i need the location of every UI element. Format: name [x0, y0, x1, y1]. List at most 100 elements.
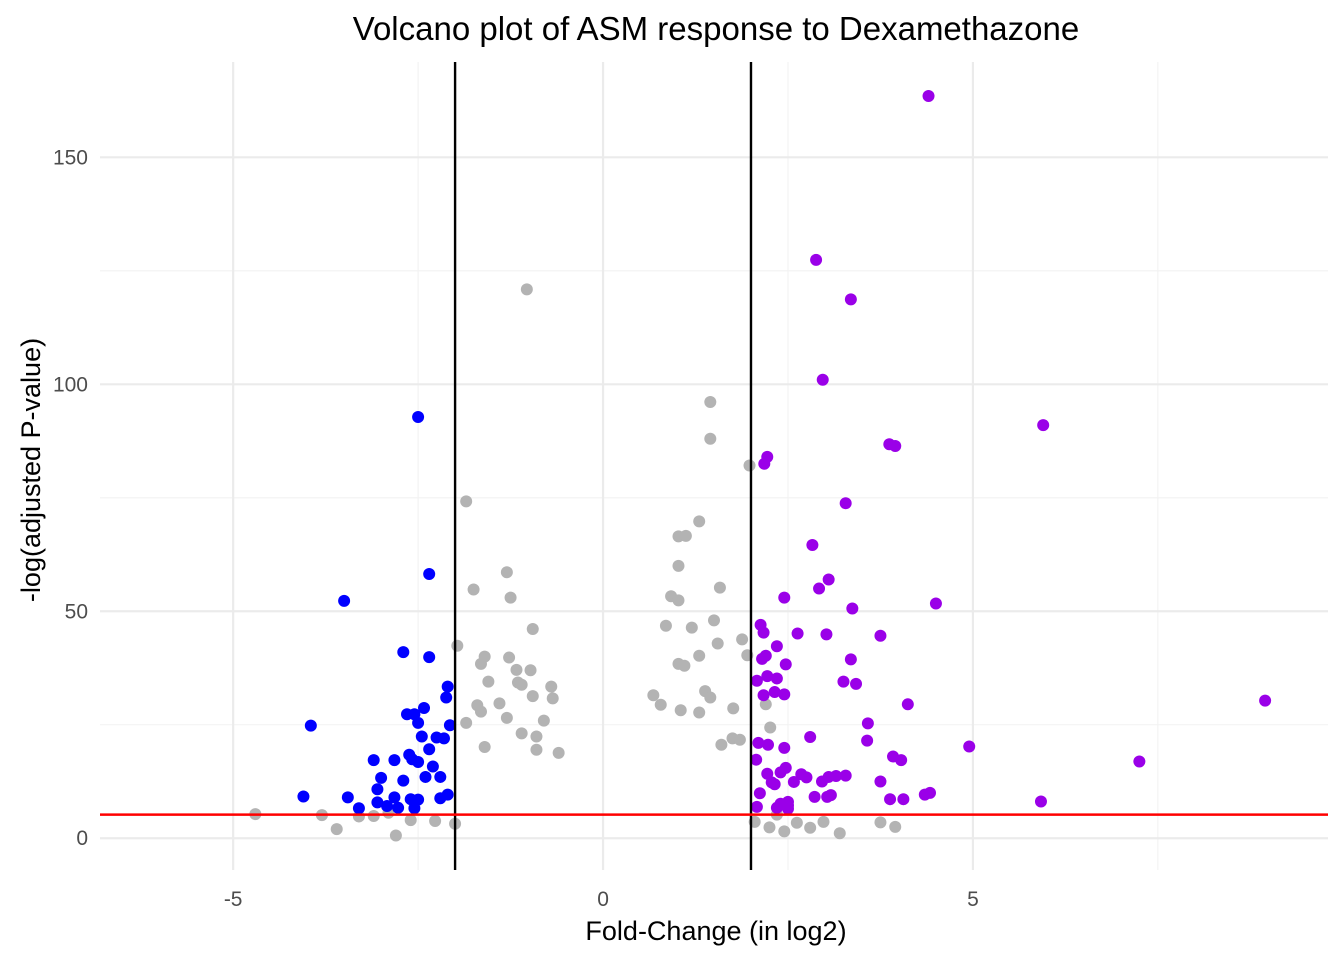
major-gridlines [100, 62, 1328, 870]
data-point-up [861, 734, 874, 747]
data-point-up [808, 790, 821, 803]
data-point-not_significant [715, 738, 728, 751]
data-point-not_significant [545, 680, 558, 693]
data-point-not_significant [474, 705, 487, 718]
data-point-up [897, 793, 910, 806]
data-point-not_significant [693, 649, 706, 662]
data-point-down [397, 774, 410, 787]
y-tick-label: 150 [53, 146, 88, 169]
data-point-not_significant [482, 675, 495, 688]
data-point-not_significant [515, 678, 528, 691]
data-point-not_significant [704, 432, 717, 445]
data-point-up [791, 627, 804, 640]
data-point-up [770, 801, 783, 814]
data-point-not_significant [460, 716, 473, 729]
data-point-down [352, 802, 365, 815]
data-point-down [375, 771, 388, 784]
data-point-not_significant [500, 566, 513, 579]
data-point-up [779, 658, 792, 671]
data-point-up [889, 440, 902, 453]
data-point-up [884, 793, 897, 806]
data-point-not_significant [526, 622, 539, 635]
data-point-up [753, 787, 766, 800]
data-point-down [412, 755, 425, 768]
data-point-up [810, 253, 823, 266]
data-point-up [1133, 755, 1146, 768]
data-point-not_significant [778, 825, 791, 838]
data-point-not_significant [736, 633, 749, 646]
data-point-down [397, 646, 410, 659]
data-point-up [762, 738, 774, 751]
x-tick-label: 5 [967, 888, 979, 911]
x-tick-label: 0 [597, 888, 609, 911]
data-point-down [371, 796, 384, 809]
y-tick-label: 50 [65, 600, 88, 623]
data-point-up [1034, 795, 1047, 808]
data-point-up [839, 497, 852, 510]
data-point-not_significant [493, 697, 506, 710]
data-point-not_significant [429, 814, 442, 827]
threshold-lines [100, 62, 1328, 870]
data-point-down [443, 719, 456, 732]
data-point-down [418, 701, 431, 714]
data-point-not_significant [460, 495, 473, 508]
data-point-not_significant [759, 698, 772, 711]
data-point-up [770, 672, 783, 685]
data-point-not_significant [451, 639, 464, 652]
data-point-up [874, 775, 887, 788]
data-point-down [423, 651, 436, 664]
data-point-up [922, 90, 935, 103]
data-point-not_significant [763, 821, 776, 834]
data-point-up [813, 582, 826, 595]
data-point-down [434, 770, 447, 783]
data-point-not_significant [833, 827, 846, 840]
data-point-up [758, 457, 771, 470]
data-point-up [800, 771, 813, 784]
data-point-down [371, 783, 384, 796]
y-tick-label: 0 [76, 827, 88, 850]
data-point-not_significant [520, 283, 533, 296]
data-point-not_significant [704, 691, 717, 704]
data-point-not_significant [764, 721, 777, 734]
data-point-up [770, 640, 783, 653]
data-point-up [757, 626, 770, 639]
data-point-not_significant [733, 733, 746, 746]
data-point-down [412, 716, 425, 729]
points-downregulated [297, 410, 456, 815]
data-point-down [341, 791, 354, 804]
data-point-not_significant [874, 816, 887, 829]
data-point-up [844, 293, 857, 306]
data-point-down [440, 691, 453, 704]
data-point-not_significant [510, 663, 523, 676]
data-point-up [806, 538, 819, 551]
data-point-not_significant [727, 702, 740, 715]
data-point-not_significant [503, 651, 516, 664]
data-point-up [750, 753, 763, 766]
data-point-not_significant [708, 614, 720, 627]
data-point-not_significant [790, 816, 803, 829]
data-point-not_significant [404, 814, 417, 827]
data-point-not_significant [647, 689, 660, 702]
data-point-not_significant [530, 743, 543, 756]
data-point-down [441, 788, 454, 801]
data-point-up [752, 736, 765, 749]
x-axis-ticks: -5 0 5 [224, 888, 979, 911]
data-point-up [929, 597, 942, 610]
data-point-not_significant [693, 706, 706, 719]
x-axis-label: Fold-Change (in log2) [585, 916, 846, 946]
data-point-up [768, 778, 781, 791]
data-point-not_significant [389, 829, 402, 842]
data-point-up [963, 740, 976, 753]
data-point-not_significant [654, 698, 667, 711]
data-point-not_significant [504, 591, 517, 604]
data-point-not_significant [713, 581, 726, 594]
data-point-down [297, 790, 310, 803]
data-point-up [861, 717, 874, 730]
data-point-not_significant [515, 727, 528, 740]
data-point-down [423, 568, 436, 581]
data-point-up [756, 652, 769, 665]
data-point-down [426, 760, 439, 773]
data-point-up [846, 602, 859, 615]
data-point-up [874, 629, 887, 642]
